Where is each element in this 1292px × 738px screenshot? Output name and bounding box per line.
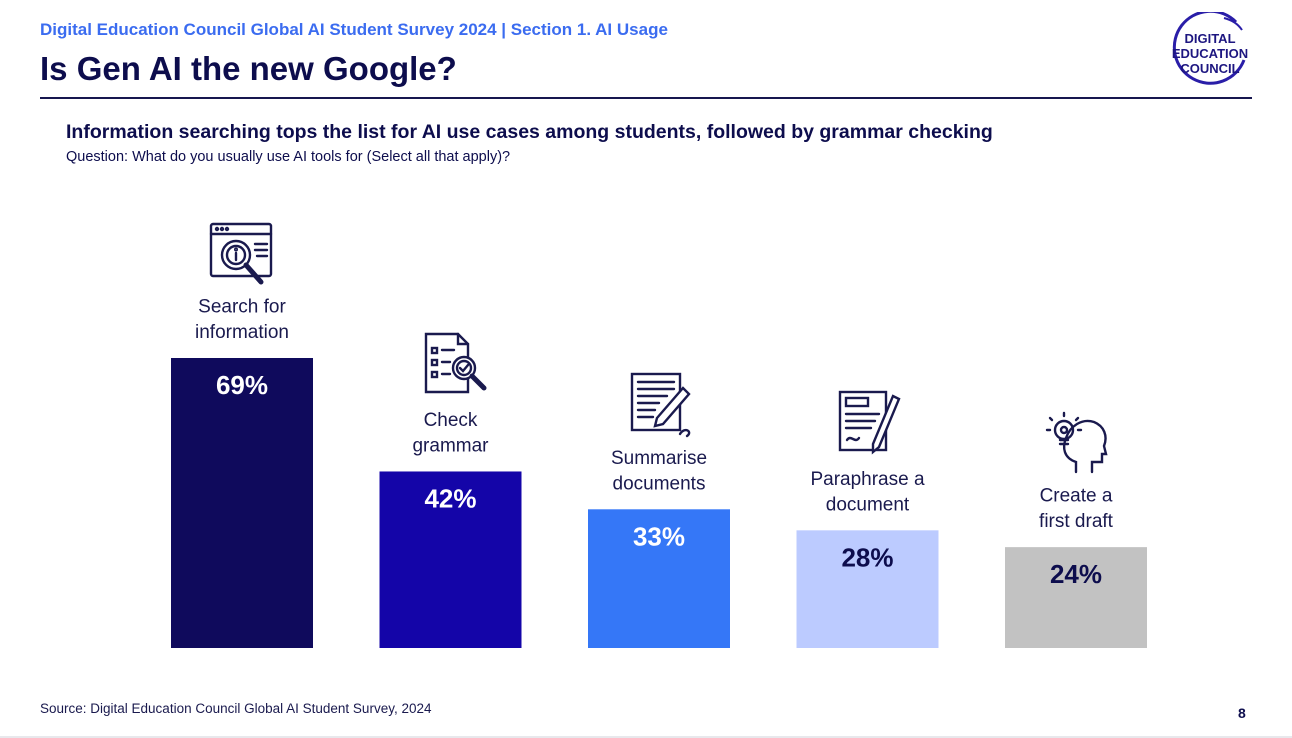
- category-label-4: Paraphrase a: [810, 469, 925, 490]
- survey-question: Question: What do you usually use AI too…: [66, 149, 511, 165]
- svg-text:DIGITAL: DIGITAL: [1184, 31, 1235, 46]
- source-note: Source: Digital Education Council Global…: [40, 701, 432, 716]
- category-label-2: grammar: [412, 435, 489, 456]
- category-label-1: Search for: [198, 297, 286, 318]
- footer-divider: [0, 736, 1292, 738]
- svg-text:COUNCIL: COUNCIL: [1180, 61, 1239, 76]
- bar-2: [379, 471, 522, 648]
- category-label-1: information: [195, 322, 289, 343]
- category-label-3: documents: [613, 473, 706, 494]
- category-label-3: Summarise: [611, 448, 707, 469]
- title-divider: [40, 97, 1252, 99]
- head-lightbulb-icon: [1045, 411, 1108, 474]
- value-label-4: 28%: [841, 542, 893, 572]
- category-label-4: document: [826, 494, 910, 515]
- bar-5: [1005, 547, 1147, 648]
- bar-3: [588, 509, 730, 648]
- page-number: 8: [1238, 705, 1246, 721]
- category-label-2: Check: [424, 410, 478, 431]
- bar-1: [171, 358, 313, 648]
- chart-headline: Information searching tops the list for …: [66, 121, 993, 143]
- category-label-5: first draft: [1039, 511, 1114, 532]
- value-label-2: 42%: [424, 483, 476, 513]
- browser-search-icon: [209, 222, 273, 285]
- section-kicker: Digital Education Council Global AI Stud…: [40, 20, 668, 39]
- bar-4: [796, 530, 939, 648]
- value-label-1: 69%: [216, 370, 268, 400]
- value-label-5: 24%: [1050, 559, 1102, 589]
- category-label-5: Create a: [1040, 486, 1113, 507]
- document-pen-icon: [630, 372, 691, 438]
- page-title: Is Gen AI the new Google?: [40, 50, 457, 87]
- value-label-3: 33%: [633, 521, 685, 551]
- council-logo: DIGITAL EDUCATION COUNCIL: [1172, 12, 1248, 85]
- checklist-magnifier-icon: [424, 332, 487, 394]
- clipboard-pen-icon: [838, 390, 901, 455]
- svg-text:EDUCATION: EDUCATION: [1172, 46, 1248, 61]
